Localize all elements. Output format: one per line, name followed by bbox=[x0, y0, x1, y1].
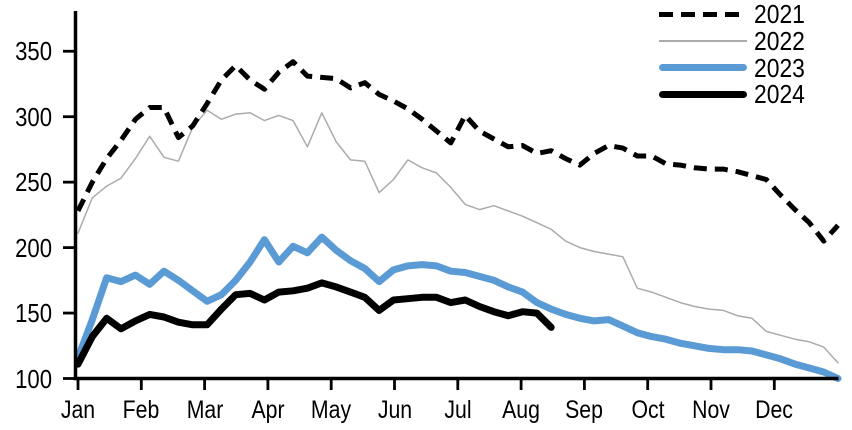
x-axis-label-jun: Jun bbox=[377, 396, 412, 424]
legend-item-2023: 2023 bbox=[659, 54, 812, 81]
x-axis-label-feb: Feb bbox=[122, 396, 160, 424]
series-line-2022 bbox=[77, 109, 839, 364]
x-axis-label-dec: Dec bbox=[755, 396, 794, 424]
y-axis-label-100: 100 bbox=[15, 363, 53, 394]
legend-item-2024: 2024 bbox=[659, 81, 812, 108]
series-line-2021 bbox=[75, 59, 840, 244]
series-line-2023 bbox=[74, 233, 842, 382]
legend-label-2024: 2024 bbox=[754, 79, 805, 110]
x-axis-label-sep: Sep bbox=[565, 396, 604, 424]
y-axis-label-300: 300 bbox=[15, 101, 53, 132]
x-axis-label-apr: Apr bbox=[251, 396, 285, 424]
x-axis-label-jan: Jan bbox=[60, 396, 96, 424]
y-axis-label-200: 200 bbox=[15, 232, 53, 263]
y-axis-label-150: 150 bbox=[15, 298, 53, 329]
legend-line-2023-blue-icon bbox=[659, 64, 747, 72]
legend-line-2024-black-icon bbox=[659, 90, 747, 98]
x-axis-label-jul: Jul bbox=[444, 396, 472, 424]
legend-line-2022-thin-icon bbox=[659, 40, 747, 42]
legend-label-2022: 2022 bbox=[754, 26, 805, 57]
x-axis-label-oct: Oct bbox=[631, 396, 665, 424]
x-axis-label-nov: Nov bbox=[692, 396, 730, 424]
legend-label-2021: 2021 bbox=[754, 0, 805, 30]
series-line-2024 bbox=[74, 279, 555, 368]
x-axis-label-may: May bbox=[311, 396, 352, 424]
legend: 2021 2022 2023 2024 bbox=[659, 1, 812, 108]
legend-item-2021: 2021 bbox=[659, 1, 812, 28]
legend-label-2023: 2023 bbox=[754, 52, 805, 83]
legend-line-2021-dashed-icon bbox=[659, 11, 747, 17]
x-axis-label-mar: Mar bbox=[186, 396, 223, 424]
legend-item-2022: 2022 bbox=[659, 28, 812, 55]
y-axis-label-250: 250 bbox=[15, 167, 53, 198]
y-axis-label-350: 350 bbox=[15, 36, 53, 67]
x-axis-label-aug: Aug bbox=[502, 396, 540, 424]
